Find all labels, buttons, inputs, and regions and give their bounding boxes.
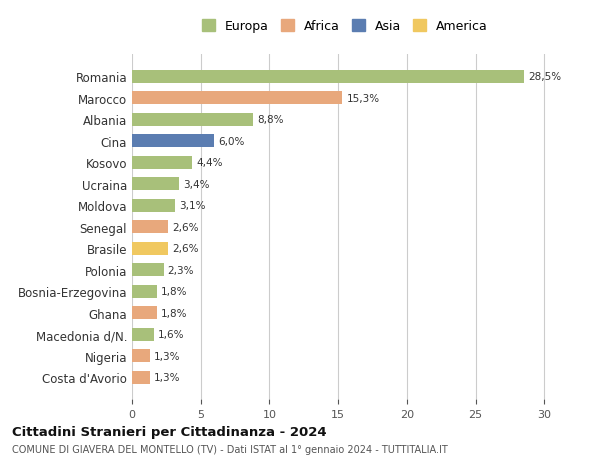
Bar [132, 285, 157, 298]
Text: Cittadini Stranieri per Cittadinanza - 2024: Cittadini Stranieri per Cittadinanza - 2… [12, 425, 326, 438]
Bar [132, 199, 175, 212]
Text: 28,5%: 28,5% [528, 72, 561, 82]
Text: 6,0%: 6,0% [218, 136, 245, 146]
Text: 2,6%: 2,6% [172, 244, 199, 254]
Text: 3,4%: 3,4% [183, 179, 209, 189]
Bar [132, 135, 214, 148]
Text: 1,6%: 1,6% [158, 330, 185, 339]
Text: COMUNE DI GIAVERA DEL MONTELLO (TV) - Dati ISTAT al 1° gennaio 2024 - TUTTITALIA: COMUNE DI GIAVERA DEL MONTELLO (TV) - Da… [12, 444, 448, 454]
Text: 2,6%: 2,6% [172, 222, 199, 232]
Text: 1,8%: 1,8% [161, 286, 187, 297]
Text: 8,8%: 8,8% [257, 115, 284, 125]
Text: 1,3%: 1,3% [154, 351, 181, 361]
Bar [132, 371, 150, 384]
Bar [132, 157, 193, 169]
Legend: Europa, Africa, Asia, America: Europa, Africa, Asia, America [199, 17, 491, 37]
Bar [132, 178, 179, 191]
Text: 1,3%: 1,3% [154, 372, 181, 382]
Bar [132, 92, 342, 105]
Bar [132, 221, 168, 234]
Bar [132, 328, 154, 341]
Bar [132, 349, 150, 362]
Text: 4,4%: 4,4% [197, 158, 223, 168]
Text: 15,3%: 15,3% [346, 94, 379, 104]
Bar [132, 307, 157, 319]
Text: 1,8%: 1,8% [161, 308, 187, 318]
Bar [132, 263, 164, 276]
Bar [132, 113, 253, 127]
Bar [132, 71, 524, 84]
Text: 3,1%: 3,1% [179, 201, 205, 211]
Text: 2,3%: 2,3% [168, 265, 194, 275]
Bar [132, 242, 168, 255]
